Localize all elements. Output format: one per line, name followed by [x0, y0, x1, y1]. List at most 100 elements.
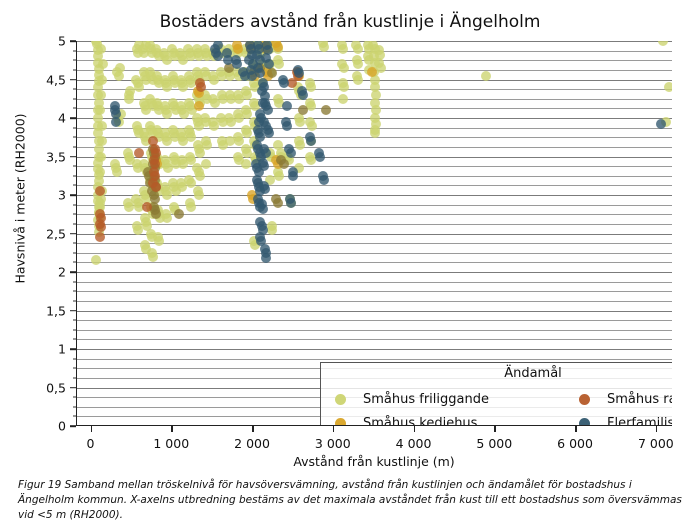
y-tick-mark-minor [72, 136, 76, 138]
legend-marker-icon [579, 417, 590, 425]
data-point [241, 159, 252, 170]
data-point [241, 89, 252, 100]
data-point [194, 190, 205, 200]
y-tick-mark-minor [72, 377, 76, 379]
data-point [92, 113, 103, 123]
data-point [370, 119, 381, 130]
data-point [141, 220, 152, 231]
data-point [260, 147, 271, 158]
y-tick-mark-minor [72, 367, 76, 369]
data-point [338, 82, 349, 93]
gridline-major [77, 156, 672, 158]
data-point [209, 74, 220, 85]
legend-item[interactable]: Flerfamiljshus [579, 411, 672, 425]
data-point [353, 74, 364, 85]
gridline-minor [77, 243, 672, 245]
data-point [281, 101, 292, 112]
data-point [282, 120, 293, 131]
y-tick-mark-minor [72, 69, 76, 71]
data-point [294, 163, 305, 174]
data-point [93, 226, 104, 237]
data-point [234, 136, 245, 147]
data-point [133, 163, 144, 174]
data-point [256, 86, 267, 97]
data-point [195, 82, 206, 93]
y-tick-mark [70, 78, 76, 81]
data-point [114, 62, 125, 73]
gridline-major [77, 272, 672, 273]
data-point [257, 224, 268, 235]
legend-label: Småhus kedjehus [363, 415, 478, 426]
y-tick-label: 4,5 [46, 72, 66, 87]
data-point [201, 139, 212, 150]
data-point [95, 232, 106, 243]
x-tick-label: 6 000 [557, 436, 593, 451]
data-point [337, 93, 348, 104]
data-point [245, 65, 256, 76]
data-point [162, 82, 173, 93]
data-point [154, 186, 165, 197]
data-point [369, 128, 380, 139]
y-tick-mark-minor [72, 107, 76, 109]
data-point [154, 236, 165, 247]
data-point [246, 70, 257, 81]
data-point [93, 176, 104, 187]
data-point [338, 43, 349, 54]
y-tick-label: 2,5 [46, 226, 66, 241]
data-point [260, 253, 271, 264]
data-point [278, 159, 289, 170]
data-point [306, 155, 317, 166]
data-point [149, 159, 160, 170]
data-point [109, 159, 120, 170]
legend-item[interactable]: Småhus friliggande [335, 387, 557, 411]
data-point [255, 55, 266, 66]
data-point [139, 47, 150, 58]
data-point [177, 159, 188, 170]
data-point [153, 51, 164, 62]
data-point [252, 49, 263, 60]
data-point [201, 70, 212, 81]
data-point [260, 52, 271, 63]
data-point [225, 70, 236, 81]
y-tick-label: 5 [58, 33, 66, 49]
gridline-minor [77, 175, 672, 177]
y-tick-label: 0,5 [46, 380, 66, 395]
data-point [173, 209, 184, 220]
data-point [369, 82, 380, 93]
data-point [123, 93, 134, 104]
data-point [147, 232, 158, 243]
x-tick-mark [171, 426, 173, 432]
data-point [258, 160, 269, 171]
data-point [162, 190, 173, 200]
data-point [124, 155, 135, 166]
legend-item[interactable]: Småhus radhus [579, 387, 672, 411]
x-axis: Avstånd från kustlinje (m) 0 1 000 2 000 3 … [76, 426, 674, 476]
legend-item[interactable]: Småhus kedjehus [335, 411, 557, 426]
data-point [279, 78, 290, 89]
gridline-minor [77, 320, 672, 322]
data-point [286, 197, 297, 208]
gridline-minor [77, 166, 672, 168]
gridline-minor [77, 281, 672, 283]
data-point [288, 170, 299, 181]
data-point [193, 51, 204, 62]
data-point [369, 97, 380, 108]
legend-marker-icon [335, 417, 346, 425]
data-point [147, 251, 158, 262]
data-point [185, 155, 196, 166]
data-point [239, 70, 250, 81]
data-point [133, 201, 144, 212]
data-point [133, 82, 144, 93]
data-point [319, 42, 330, 53]
y-tick-mark-minor [72, 59, 76, 61]
data-point [250, 240, 261, 251]
legend-column-right: Småhus radhus Flerfamiljshus [579, 387, 672, 425]
y-tick-label: 3 [58, 187, 66, 203]
y-tick-mark-minor [72, 50, 76, 52]
data-point [92, 51, 103, 62]
data-point [375, 62, 386, 73]
data-point [254, 43, 265, 54]
data-point [663, 82, 672, 93]
y-tick-mark-minor [72, 319, 76, 321]
